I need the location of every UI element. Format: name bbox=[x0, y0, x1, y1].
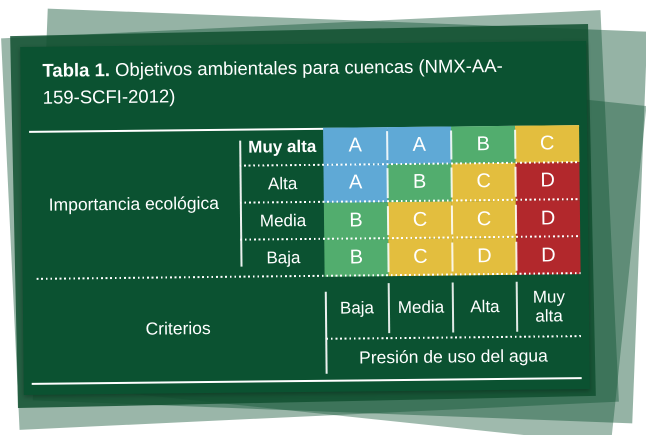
matrix-cell-r3c1: B bbox=[323, 201, 389, 240]
cell-letter: A bbox=[348, 171, 363, 194]
col-header-media: Media bbox=[389, 280, 454, 335]
bottom-rule bbox=[31, 377, 582, 385]
row-label-media: Media bbox=[259, 211, 307, 231]
cell-letter: D bbox=[477, 244, 492, 268]
table-title: Tabla 1. Objetivos ambientales para cuen… bbox=[42, 51, 577, 111]
cell-letter: B bbox=[349, 209, 363, 232]
cell-letter: C bbox=[412, 208, 428, 231]
matrix-cell-r2c4: D bbox=[515, 162, 580, 201]
title-number: Tabla 1. bbox=[42, 59, 111, 81]
cell-letter: D bbox=[540, 169, 555, 192]
matrix-cell-r4c1: B bbox=[324, 238, 389, 277]
matrix-cell-r1c2: A bbox=[387, 126, 452, 165]
matrix-cell-r2c2: B bbox=[387, 163, 452, 202]
cell-letter: B bbox=[476, 133, 491, 156]
cell-letter: A bbox=[348, 134, 363, 157]
table-card: Tabla 1. Objetivos ambientales para cuen… bbox=[20, 41, 590, 395]
title-text: Objetivos ambientales para cuencas (NMX-… bbox=[109, 54, 503, 81]
cell-letter: D bbox=[541, 244, 556, 267]
row-axis-label: Importancia ecológica bbox=[48, 192, 220, 215]
cell-letter: C bbox=[539, 132, 555, 155]
col-header-alta: Alta bbox=[453, 280, 518, 335]
cell-letter: C bbox=[476, 170, 491, 193]
pressure-column-headers: Baja Media Alta Muy alta bbox=[325, 279, 582, 336]
matrix-cell-r1c3: B bbox=[451, 125, 516, 164]
matrix-cell-r4c3: D bbox=[452, 237, 517, 276]
cell-letter: B bbox=[349, 246, 364, 269]
row-label-alta: Alta bbox=[267, 173, 298, 194]
col-header-baja: Baja bbox=[339, 298, 375, 319]
col-header-muy-alta: Muy alta bbox=[517, 279, 582, 334]
cell-letter: C bbox=[413, 245, 428, 268]
matrix-cell-r3c4: D bbox=[515, 199, 581, 238]
matrix-cell-r4c2: C bbox=[388, 238, 453, 277]
cell-letter: B bbox=[412, 171, 427, 194]
cell-letter: D bbox=[540, 207, 556, 230]
cell-letter: A bbox=[412, 133, 427, 156]
matrix-cell-r2c3: C bbox=[451, 163, 516, 201]
cell-letter: C bbox=[476, 207, 492, 230]
matrix-cell-r3c2: C bbox=[387, 200, 453, 239]
matrix-cell-r1c1: A bbox=[323, 127, 388, 166]
row-label-baja: Baja bbox=[266, 248, 301, 268]
col-axis-label: Presión de uso del agua bbox=[358, 344, 548, 367]
row-label-muy-alta: Muy alta bbox=[248, 136, 317, 157]
criteria-label: Criterios bbox=[145, 317, 211, 339]
matrix-cell-r4c4: D bbox=[516, 236, 581, 275]
matrix-cell-r3c3: C bbox=[451, 200, 517, 239]
title-line-1: Tabla 1. Objetivos ambientales para cuen… bbox=[42, 51, 576, 84]
matrix-cell-r2c1: A bbox=[323, 164, 388, 203]
title-line-2: 159-SCFI-2012) bbox=[42, 85, 176, 108]
matrix-cell-r1c4: C bbox=[515, 125, 580, 164]
